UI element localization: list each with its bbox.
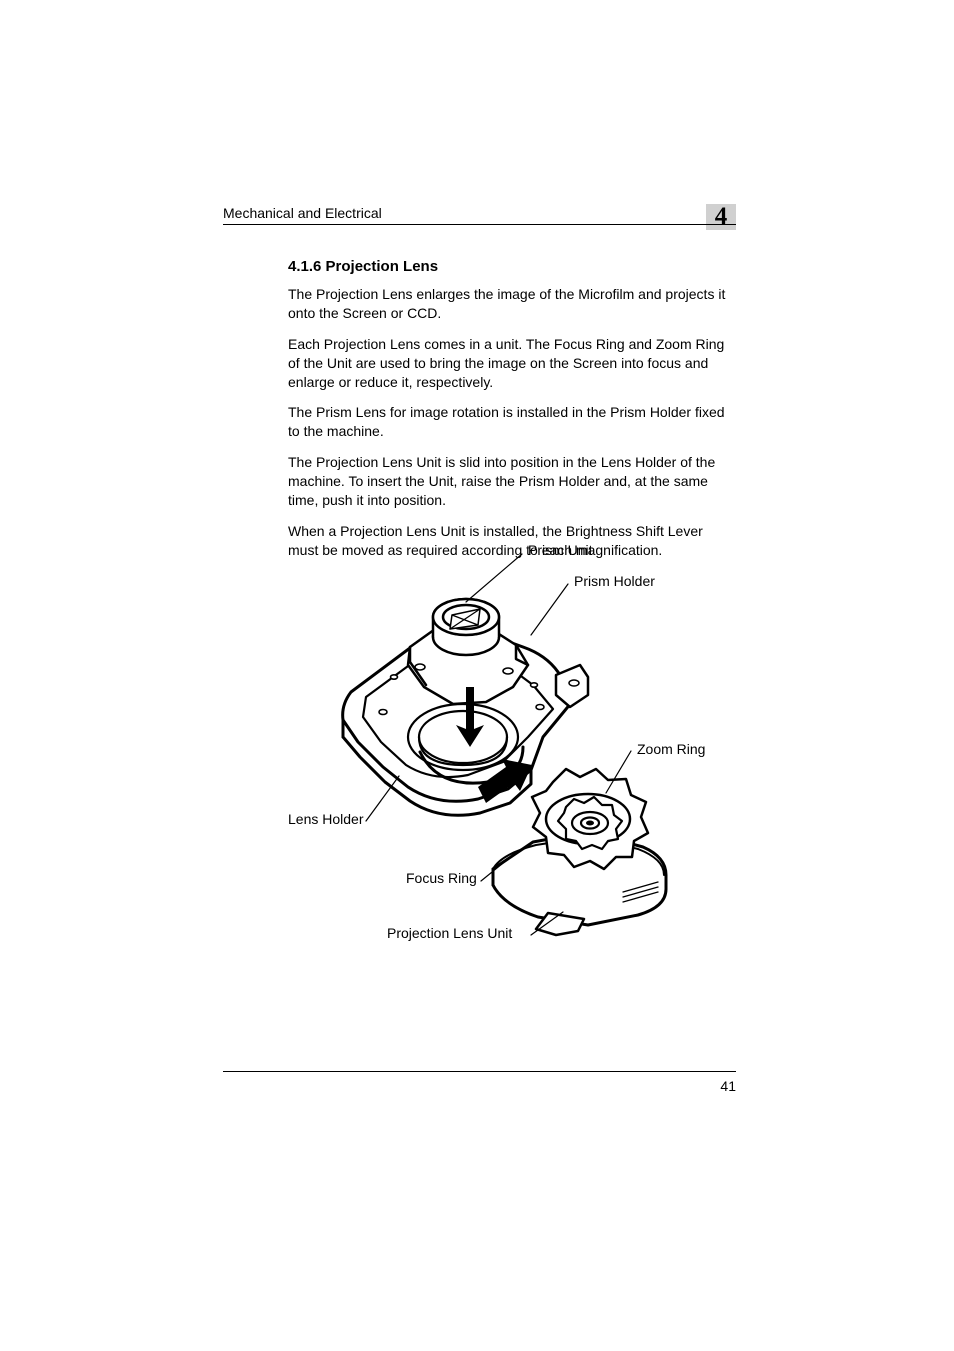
label-focus-ring: Focus Ring	[406, 870, 477, 886]
section-heading: 4.1.6 Projection Lens	[288, 258, 736, 275]
body-paragraph: The Prism Lens for image rotation is ins…	[288, 403, 736, 441]
body-paragraph: Each Projection Lens comes in a unit. Th…	[288, 335, 736, 392]
page-number: 41	[720, 1078, 736, 1094]
label-prism-holder: Prism Holder	[574, 573, 655, 589]
chapter-number: 4	[715, 204, 728, 229]
figure: Prism Unit Prism Holder Zoom Ring Lens H…	[288, 537, 736, 967]
footer-rule	[223, 1071, 736, 1072]
label-zoom-ring: Zoom Ring	[637, 741, 705, 757]
label-projection-lens-unit: Projection Lens Unit	[387, 925, 512, 941]
chapter-tab: 4	[706, 204, 736, 230]
body-content: 4.1.6 Projection Lens The Projection Len…	[288, 258, 736, 572]
label-prism-unit: Prism Unit	[528, 542, 593, 558]
header-rule	[223, 224, 736, 225]
label-lens-holder: Lens Holder	[288, 811, 364, 827]
body-paragraph: The Projection Lens enlarges the image o…	[288, 285, 736, 323]
document-page: Mechanical and Electrical 4 4.1.6 Projec…	[0, 0, 954, 1351]
running-header: Mechanical and Electrical	[223, 205, 382, 221]
body-paragraph: The Projection Lens Unit is slid into po…	[288, 453, 736, 510]
